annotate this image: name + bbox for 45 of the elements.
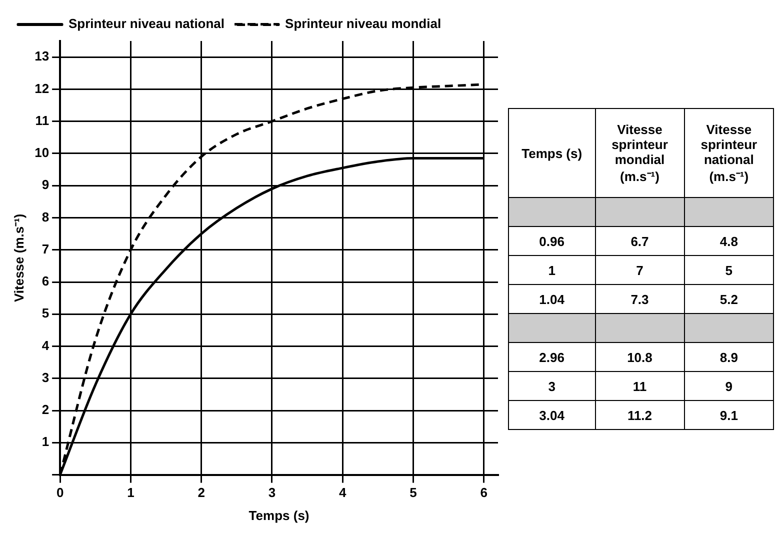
text: 5	[684, 256, 774, 284]
text: 3	[508, 372, 596, 400]
x-axis-title: Temps (s)	[248, 508, 310, 523]
category-label: Vitesse sprinteur mondial (m.s⁻¹)	[595, 108, 684, 198]
text: 1.04	[508, 284, 596, 314]
category-label: Vitesse sprinteur national (m.s⁻¹)	[684, 108, 774, 198]
y-tick-label: 4	[42, 338, 50, 353]
y-tick-label: 3	[42, 370, 50, 385]
x-tick-label: 6	[480, 485, 488, 500]
x-tick-label: 1	[127, 485, 134, 500]
x-tick-label: 0	[56, 485, 64, 500]
text: 7.3	[595, 284, 684, 314]
x-tick-label: 3	[268, 485, 276, 500]
text: 11	[595, 372, 684, 400]
y-tick-label: 5	[42, 306, 50, 321]
y-tick-label: 12	[34, 80, 50, 96]
text: 1	[508, 256, 596, 284]
text: 0.96	[508, 226, 596, 256]
y-tick-label: 8	[42, 209, 50, 224]
text: 11.2	[595, 400, 684, 430]
x-tick-label: 2	[198, 485, 205, 500]
text: 3.04	[508, 400, 596, 430]
legend-label: Sprinteur niveau national	[68, 16, 225, 32]
text: 10.8	[595, 342, 684, 372]
text: 2.96	[508, 342, 596, 372]
text: 7	[595, 256, 684, 284]
y-tick-label: 6	[42, 274, 50, 289]
y-tick-label: 1	[42, 434, 50, 450]
text: 9.1	[684, 400, 774, 430]
text: 5.2	[684, 284, 774, 314]
text: 8.9	[684, 342, 774, 372]
x-tick-label: 4	[338, 485, 347, 500]
y-tick-label: 2	[42, 402, 50, 418]
category-label: Temps (s)	[508, 108, 596, 198]
y-tick-label: 11	[35, 112, 50, 128]
y-tick-label: 9	[42, 177, 50, 192]
text: 6.7	[595, 226, 684, 256]
y-tick-label: 7	[42, 241, 50, 256]
legend-label: Sprinteur niveau mondial	[285, 16, 442, 32]
y-axis-title: Vitesse (m.s⁻¹)	[11, 214, 26, 302]
text: 4.8	[684, 226, 774, 256]
text: 9	[684, 372, 774, 400]
y-tick-label: 13	[34, 48, 50, 64]
y-tick-label: 10	[34, 145, 50, 160]
x-tick-label: 5	[410, 485, 417, 500]
